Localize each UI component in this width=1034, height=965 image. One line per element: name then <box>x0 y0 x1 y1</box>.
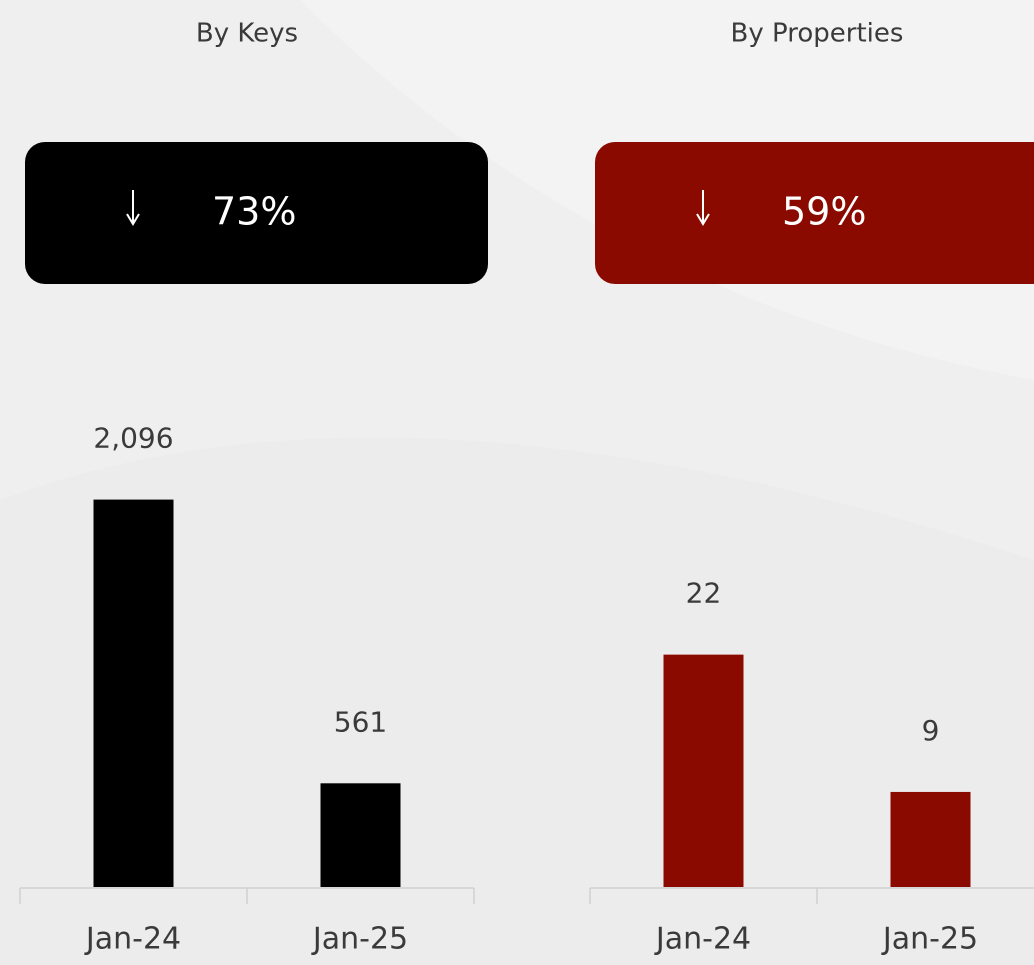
chart-title: By Properties <box>731 19 904 49</box>
background-shape <box>0 437 1034 965</box>
chart-title: By Keys <box>196 19 298 49</box>
change-badge <box>595 142 1034 284</box>
down-arrow <box>126 190 140 226</box>
bar <box>320 783 401 887</box>
value-label: 9 <box>922 714 940 747</box>
x-tick-label: Jan-25 <box>881 922 978 957</box>
down-arrow <box>696 190 710 226</box>
value-label: 561 <box>334 705 387 738</box>
change-badge <box>25 142 488 284</box>
change-label: 73% <box>212 190 296 234</box>
x-tick-label: Jan-24 <box>84 922 181 957</box>
bar <box>890 791 971 887</box>
value-label: 22 <box>686 577 722 610</box>
value-label: 2,096 <box>93 422 173 455</box>
x-tick-label: Jan-24 <box>654 922 751 957</box>
change-label: 59% <box>782 190 866 234</box>
bar <box>663 654 744 887</box>
bar <box>93 499 174 887</box>
x-tick-label: Jan-25 <box>311 922 408 957</box>
